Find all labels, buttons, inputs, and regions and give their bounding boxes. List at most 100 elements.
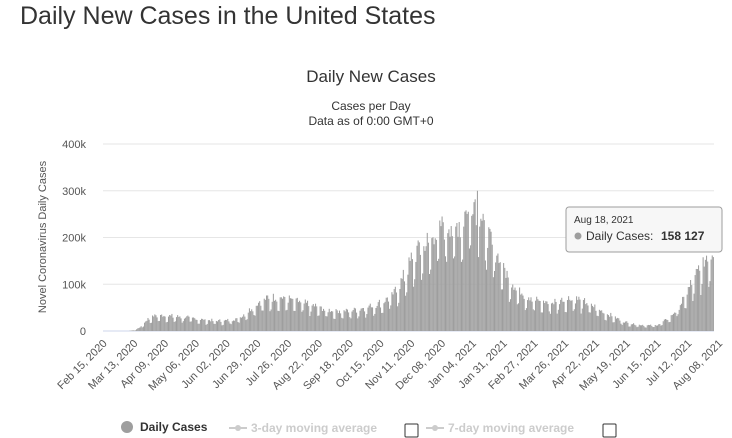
- bar[interactable]: [370, 307, 372, 331]
- bar[interactable]: [153, 316, 155, 331]
- bar[interactable]: [330, 311, 333, 331]
- bar[interactable]: [390, 305, 392, 331]
- bar[interactable]: [344, 311, 346, 331]
- bar[interactable]: [501, 289, 504, 331]
- bar[interactable]: [595, 310, 597, 331]
- bar[interactable]: [145, 321, 147, 331]
- bar[interactable]: [678, 309, 680, 331]
- bar[interactable]: [307, 300, 309, 331]
- bar[interactable]: [498, 263, 500, 331]
- bar[interactable]: [667, 320, 669, 331]
- bar[interactable]: [144, 322, 146, 331]
- bar[interactable]: [383, 303, 385, 331]
- bar[interactable]: [342, 318, 344, 331]
- bar[interactable]: [219, 319, 221, 331]
- bar[interactable]: [285, 310, 287, 331]
- bar[interactable]: [270, 309, 272, 332]
- bar[interactable]: [630, 324, 632, 331]
- bar[interactable]: [138, 328, 140, 331]
- bar[interactable]: [568, 296, 570, 331]
- bar[interactable]: [437, 260, 439, 331]
- bar[interactable]: [162, 316, 164, 331]
- bar[interactable]: [505, 277, 507, 331]
- bar[interactable]: [239, 317, 241, 331]
- bar[interactable]: [315, 303, 317, 331]
- bar[interactable]: [628, 326, 630, 331]
- bar[interactable]: [359, 310, 361, 331]
- bar[interactable]: [457, 236, 459, 331]
- bar[interactable]: [341, 317, 343, 331]
- bar[interactable]: [378, 299, 380, 331]
- bar[interactable]: [460, 261, 462, 331]
- bar[interactable]: [479, 226, 481, 331]
- bar[interactable]: [155, 315, 157, 331]
- bar[interactable]: [296, 297, 298, 331]
- bar[interactable]: [597, 316, 599, 331]
- bar[interactable]: [663, 319, 665, 331]
- bar[interactable]: [418, 242, 420, 331]
- bar[interactable]: [401, 278, 403, 331]
- bar[interactable]: [696, 269, 698, 331]
- bar[interactable]: [614, 316, 616, 331]
- bar[interactable]: [173, 321, 175, 331]
- bar[interactable]: [704, 259, 706, 331]
- bar[interactable]: [677, 314, 679, 331]
- bar[interactable]: [320, 306, 322, 331]
- bar[interactable]: [334, 318, 336, 331]
- bar[interactable]: [578, 296, 580, 331]
- bar[interactable]: [515, 290, 517, 332]
- bar[interactable]: [685, 308, 687, 331]
- bar[interactable]: [376, 305, 378, 331]
- bar[interactable]: [543, 300, 545, 331]
- bar[interactable]: [650, 324, 652, 331]
- bar[interactable]: [277, 310, 279, 331]
- bar[interactable]: [535, 300, 537, 331]
- bar[interactable]: [263, 298, 265, 331]
- bar[interactable]: [587, 305, 589, 331]
- bar[interactable]: [275, 299, 277, 331]
- bar[interactable]: [175, 317, 178, 331]
- bar[interactable]: [183, 318, 185, 331]
- bar[interactable]: [607, 315, 610, 331]
- bar[interactable]: [459, 237, 461, 331]
- bar[interactable]: [303, 303, 305, 331]
- bar[interactable]: [409, 260, 411, 331]
- bar[interactable]: [177, 315, 179, 331]
- bar[interactable]: [335, 309, 337, 331]
- bar[interactable]: [240, 317, 242, 331]
- bar[interactable]: [530, 297, 532, 331]
- bar[interactable]: [316, 306, 318, 331]
- bar[interactable]: [323, 308, 325, 331]
- bar[interactable]: [333, 318, 335, 331]
- bar[interactable]: [431, 238, 433, 331]
- bar[interactable]: [651, 325, 653, 331]
- bar[interactable]: [566, 300, 568, 331]
- bar[interactable]: [252, 311, 254, 331]
- bar[interactable]: [507, 277, 509, 332]
- bar[interactable]: [166, 321, 168, 331]
- bar[interactable]: [618, 318, 620, 331]
- bar[interactable]: [309, 316, 311, 331]
- bar[interactable]: [468, 248, 470, 331]
- bar[interactable]: [540, 312, 542, 331]
- bar[interactable]: [280, 297, 282, 331]
- bar[interactable]: [694, 275, 696, 331]
- bar[interactable]: [174, 321, 176, 331]
- bar[interactable]: [391, 292, 393, 331]
- bar[interactable]: [571, 300, 573, 331]
- bar[interactable]: [560, 299, 562, 331]
- bar[interactable]: [594, 304, 596, 331]
- bar[interactable]: [584, 298, 586, 331]
- bar[interactable]: [256, 305, 258, 331]
- bar[interactable]: [197, 323, 199, 331]
- bar[interactable]: [676, 316, 678, 331]
- bar[interactable]: [520, 294, 522, 331]
- bar[interactable]: [158, 320, 160, 331]
- bar[interactable]: [182, 321, 184, 331]
- bar[interactable]: [555, 301, 557, 331]
- bar[interactable]: [442, 222, 444, 331]
- bar[interactable]: [606, 314, 608, 331]
- bar[interactable]: [691, 285, 693, 331]
- bar[interactable]: [635, 325, 637, 331]
- bar[interactable]: [288, 295, 290, 332]
